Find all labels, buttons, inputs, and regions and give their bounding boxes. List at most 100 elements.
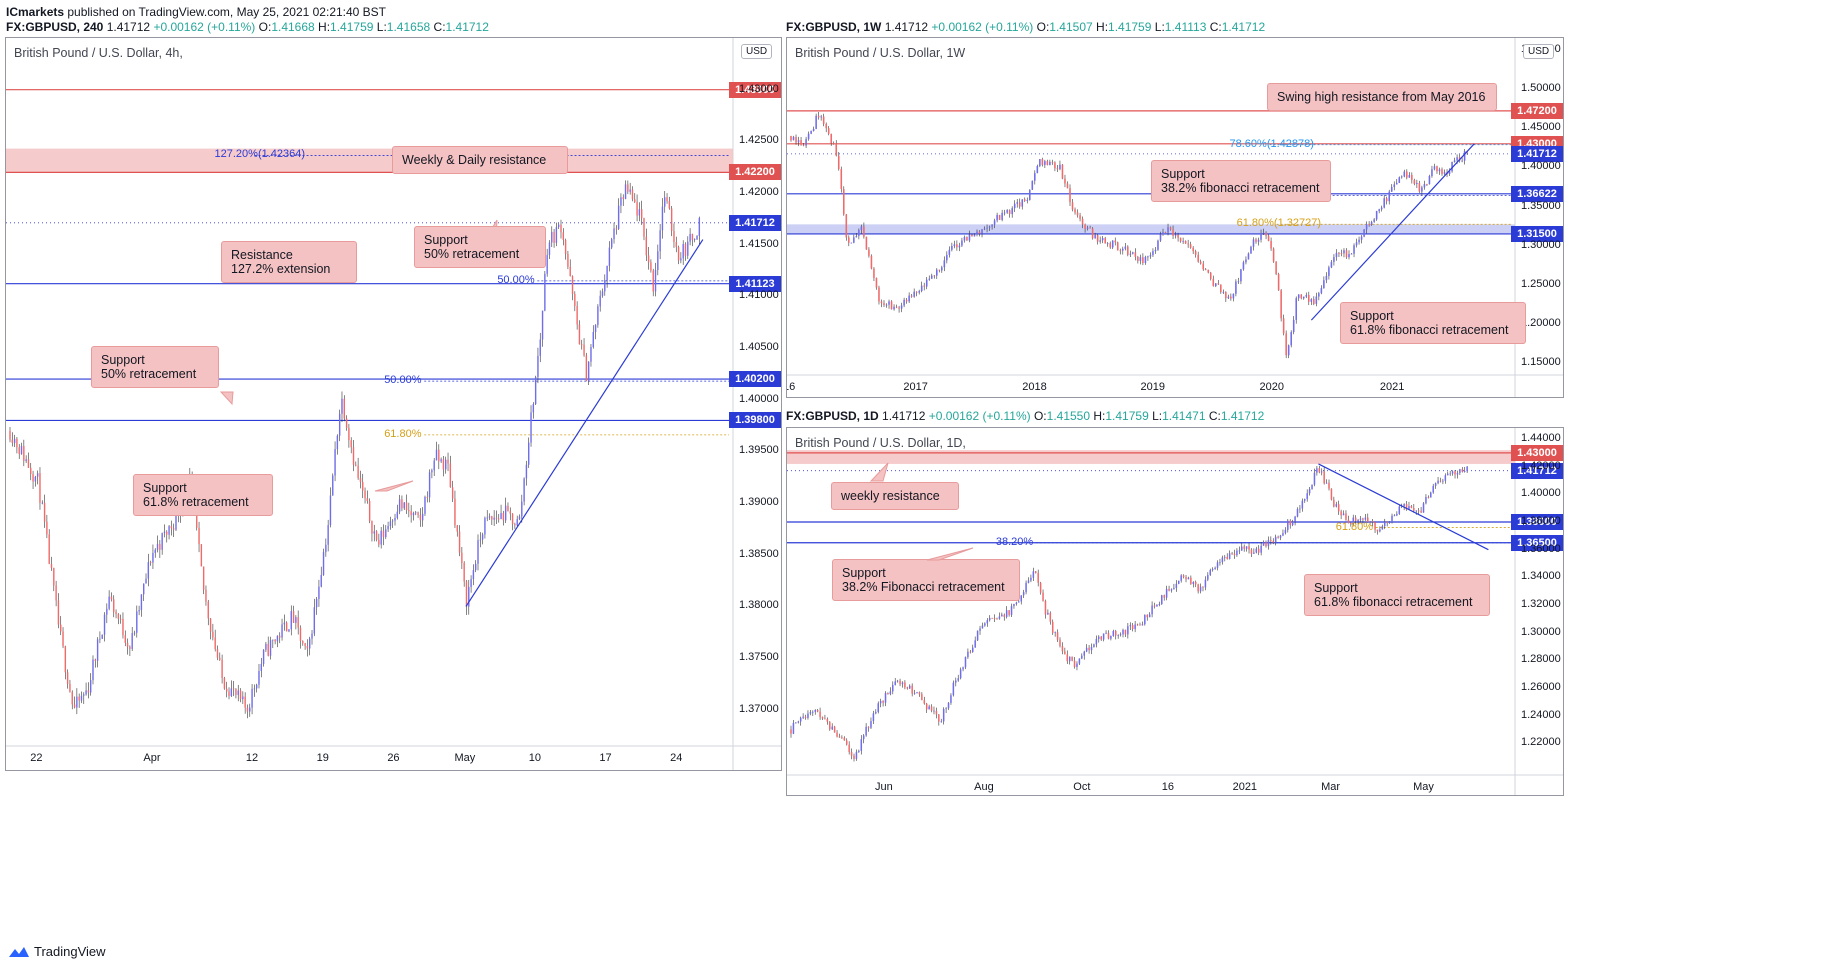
candle-body	[454, 498, 456, 526]
candle-body	[1220, 284, 1222, 293]
candle-body	[143, 583, 145, 595]
candle-body	[1277, 536, 1279, 538]
candle-body	[1039, 159, 1041, 166]
candle-body	[553, 231, 555, 243]
candle-body	[1074, 209, 1076, 213]
candle-body	[1141, 624, 1144, 626]
candle-body	[1054, 162, 1056, 169]
candle-body	[889, 691, 892, 695]
candle-body	[1073, 660, 1076, 667]
candle-body	[1299, 508, 1301, 510]
candle-body	[1237, 281, 1240, 283]
tradingview-logo-icon	[9, 946, 29, 957]
callout-tail	[1305, 575, 1306, 576]
candle-body	[403, 502, 405, 509]
candle-body	[1311, 484, 1313, 490]
candle-body	[555, 227, 558, 243]
candle-body	[858, 230, 860, 236]
candle-body	[1151, 605, 1153, 615]
candle-body	[1090, 646, 1093, 651]
candle-body	[1365, 224, 1368, 230]
candle-body	[371, 521, 373, 534]
y-tick-label: 1.15000	[1521, 356, 1561, 369]
candle-body	[1034, 173, 1036, 181]
candle-body	[673, 230, 675, 242]
candle-body	[352, 447, 355, 465]
candle-body	[814, 709, 816, 712]
candle-body	[1020, 595, 1022, 602]
candle-body	[221, 659, 223, 679]
symbol-label: FX:GBPUSD, 1D	[786, 409, 879, 423]
x-tick-label: 19	[316, 752, 329, 764]
candle-body	[948, 249, 951, 255]
y-tick-label: 1.32000	[1521, 597, 1561, 610]
candle-body	[913, 693, 916, 695]
candle-body	[845, 740, 848, 745]
candle-body	[253, 688, 256, 690]
candle-body	[1064, 178, 1066, 184]
candle-body	[458, 531, 461, 553]
candle-body	[1427, 497, 1430, 498]
candle-body	[1091, 228, 1094, 239]
y-tick-label: 1.40000	[1521, 160, 1561, 173]
chart-panel-4h[interactable]: British Pound / U.S. Dollar, 4h, 1.43000…	[5, 37, 782, 771]
candle-body	[884, 692, 887, 703]
chart-panel-1w[interactable]: British Pound / U.S. Dollar, 1W 1.47200 1…	[786, 37, 1564, 398]
x-tick-label: 10	[528, 752, 541, 764]
candle-body	[1282, 318, 1285, 334]
candle-body	[1079, 215, 1081, 219]
candle-body	[1059, 164, 1061, 170]
candle-body	[1121, 248, 1124, 251]
candle-body	[862, 735, 865, 740]
support-price-label: 1.36500	[1511, 534, 1563, 551]
candles-group	[790, 465, 1468, 762]
candle-body	[627, 184, 629, 192]
candle-body	[928, 706, 930, 710]
candle-body	[149, 562, 152, 563]
candle-body	[1219, 562, 1221, 563]
candle-body	[968, 234, 971, 241]
candle-body	[981, 229, 983, 234]
tradingview-footer[interactable]: TradingView	[8, 944, 106, 959]
candle-body	[957, 678, 959, 681]
candle-body	[285, 622, 288, 632]
candle-body	[1071, 202, 1074, 210]
candle-body	[661, 206, 664, 231]
candle-body	[159, 543, 161, 550]
candle-body	[830, 133, 833, 144]
candle-body	[1420, 510, 1422, 513]
candle-body	[923, 285, 926, 287]
candle-body	[1378, 209, 1380, 212]
candle-body	[979, 628, 981, 631]
candle-body	[1189, 244, 1192, 248]
current-price-label: 1.41712	[1511, 145, 1563, 162]
candle-body	[226, 688, 228, 692]
candle-body	[498, 518, 500, 520]
chart-panel-1d[interactable]: British Pound / U.S. Dollar, 1D, 1.43000…	[786, 427, 1564, 796]
candle-body	[1207, 269, 1210, 273]
candle-body	[963, 237, 966, 241]
candle-body	[1051, 621, 1054, 633]
candle-body	[405, 502, 408, 511]
fib-label: 61.80%	[384, 427, 422, 440]
candle-body	[202, 566, 205, 590]
candle-body	[1337, 504, 1340, 512]
candle-body	[140, 594, 143, 611]
candle-body	[1175, 583, 1178, 588]
candle-body	[1187, 577, 1190, 580]
candle-body	[1415, 510, 1418, 512]
candle-body	[1363, 229, 1365, 237]
candle-body	[16, 438, 18, 448]
support-price-label: 1.41123	[729, 275, 781, 292]
candle-body	[827, 128, 830, 134]
candle-body	[1274, 536, 1277, 543]
candle-body	[1359, 518, 1362, 520]
candle-body	[962, 667, 964, 670]
candle-body	[276, 635, 279, 642]
candle-body	[1320, 471, 1323, 473]
candle-body	[1129, 625, 1132, 627]
candle-body	[1280, 290, 1282, 319]
candle-body	[964, 657, 967, 668]
candle-body	[385, 529, 387, 538]
candle-body	[528, 442, 530, 465]
